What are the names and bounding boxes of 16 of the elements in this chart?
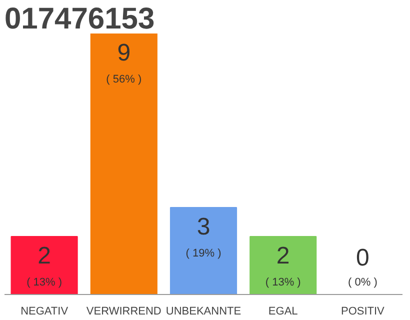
data-label: 2 — [38, 242, 51, 270]
annotation: ( 56% ) — [106, 74, 142, 86]
data-label: 3 — [196, 214, 210, 240]
annotation: ( 13% ) — [26, 276, 62, 288]
annotation: ( 19% ) — [186, 248, 222, 260]
x-tick-label: EGAL — [268, 306, 298, 318]
x-tick-label: POSITIV — [341, 306, 386, 318]
x-tick-label: NEGATIV — [20, 306, 69, 318]
data-label: 0 — [356, 244, 370, 272]
annotation: ( 0% ) — [348, 276, 378, 288]
data-label: 9 — [117, 40, 131, 66]
x-tick-label: UNBEKANNTE — [166, 306, 242, 318]
data-label: 2 — [276, 242, 290, 270]
annotation: ( 13% ) — [265, 276, 301, 288]
x-tick-label: VERWIRREND — [86, 306, 162, 318]
chart-title: 017476153 — [4, 2, 155, 36]
